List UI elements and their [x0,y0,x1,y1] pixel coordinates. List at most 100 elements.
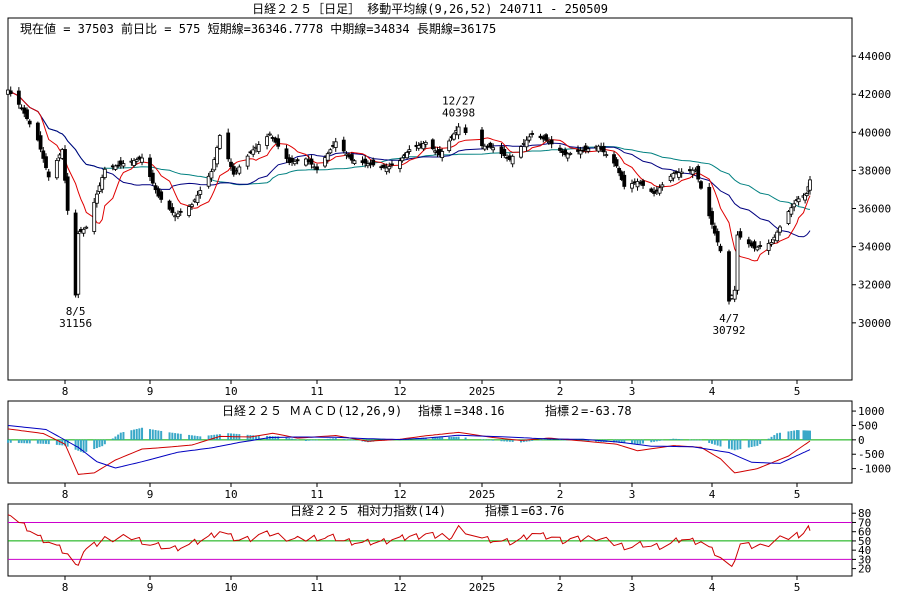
candle-body [679,171,684,174]
macd-histogram-bar [36,439,39,444]
candle-body [267,133,272,136]
macd-histogram-bar [98,439,101,448]
macd-histogram-bar [455,436,458,440]
candle-body [167,200,172,210]
macd-histogram-bar [151,429,154,440]
candle-body [641,180,645,186]
candle-body [604,154,609,157]
candle-body [510,155,515,165]
candle-body [530,133,535,135]
macd-histogram-bar [730,439,733,450]
macd-histogram-bar [697,439,700,441]
candle-body [652,191,656,194]
candle-body [27,120,32,125]
signal-line [7,425,811,469]
macd-histogram-bar [422,437,425,440]
rsi-y-tick-label: 40 [858,544,871,557]
candle-body [660,184,665,188]
price-x-tick-label: 11 [310,385,323,398]
macd-histogram-bar [688,439,691,441]
candle-body [715,231,720,243]
price-y-axis: 44000 42000 40000 38000 36000 34000 32000 30000 [852,50,891,330]
price-y-tick-label: 44000 [858,50,891,63]
macd-histogram-bar [506,439,509,442]
candle-body [153,185,158,191]
candle-body [100,177,105,190]
candle-body [315,166,319,170]
macd-x-tick-label: 11 [310,488,323,501]
macd-histogram-bar [20,439,23,444]
candle-body [102,168,107,178]
candle-body [676,172,681,178]
candle-body [718,245,723,252]
macd-histogram-bar [114,436,117,440]
macd-histogram-bar [542,439,545,440]
macd-histogram-bar [26,439,28,444]
rsi-x-tick-label: 3 [629,581,636,594]
macd-histogram-bar [587,439,590,442]
candle-body [209,171,214,179]
candle-body [390,163,394,166]
candle-body [226,132,231,160]
candle-body [251,149,256,155]
candle-body [63,149,67,181]
price-annotation-value: 40398 [442,107,475,120]
candle-body [769,242,774,245]
macd-x-tick-label: 3 [629,488,636,501]
macd-histogram-bar [528,439,531,442]
candle-body [766,242,771,251]
candle-body [132,160,136,166]
candle-body [544,134,548,141]
candle-body [657,187,662,194]
rsi-y-tick-label: 80 [858,507,871,520]
macd-histogram-bar [55,439,58,445]
rsi-x-tick-label: 8 [62,581,69,594]
macd-plot-area [7,425,852,475]
macd-histogram-bar [431,437,434,440]
macd-histogram-bar [457,436,460,440]
price-annotation-date: 12/27 [442,95,475,108]
macd-histogram-bar [500,439,503,442]
candle-body [140,157,144,163]
macd-x-tick-label: 8 [62,488,69,501]
candle-body [195,194,200,203]
candle-body [309,158,314,165]
candle-body [46,171,51,178]
candle-body [699,181,703,189]
macd-histogram-bar [464,437,467,440]
candle-body [416,145,421,149]
candle-body [371,159,376,166]
candle-body [671,173,676,179]
macd-histogram-bar [138,428,141,440]
candle-body [480,129,484,147]
candle-body [519,146,523,158]
macd-histogram-bar [615,439,618,443]
candle-body [583,145,588,150]
candle-body [775,231,780,242]
macd-histogram-bar [79,439,82,452]
macd-histogram-bar [103,439,106,445]
price-y-tick-label: 42000 [858,88,891,101]
rsi-x-tick-label: 5 [794,581,801,594]
macd-histogram-bar [149,429,151,440]
candle-body [423,142,428,145]
candle-body [134,159,139,162]
macd-x-tick-label: 10 [224,488,237,501]
price-plot-area [6,86,812,305]
rsi-panel-title: 日経２２５ 相対力指数(14) [290,503,446,518]
macd-histogram-bar [441,437,444,440]
macd-histogram-bar [805,430,808,440]
price-panel-frame [7,17,853,381]
macd-histogram-bar [438,437,441,440]
macd-histogram-bar [271,436,274,440]
macd-histogram-bar [489,439,492,441]
macd-histogram-bar [669,439,672,440]
candle-body [712,225,717,234]
macd-histogram-bar [304,439,307,441]
candle-body [752,241,757,249]
candle-body [35,122,40,141]
candle-body [746,239,751,245]
macd-histogram-bar [807,430,810,440]
